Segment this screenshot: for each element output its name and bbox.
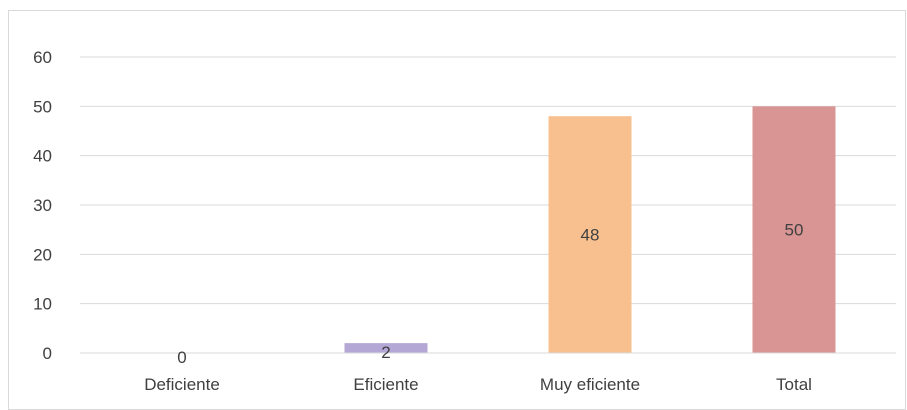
x-tick-label: Muy eficiente	[540, 375, 640, 394]
data-label: 50	[785, 221, 804, 240]
y-tick-label: 0	[43, 344, 52, 363]
bars	[344, 106, 836, 353]
bar-total	[752, 106, 836, 353]
x-tick-label: Eficiente	[353, 375, 418, 394]
x-axis-category-labels: Deficiente Eficiente Muy eficiente Total	[144, 375, 812, 394]
bar-eficiente	[344, 343, 428, 353]
y-tick-label: 20	[33, 245, 52, 264]
data-labels: 0 2 48 50	[177, 221, 803, 367]
bar-muy-eficiente	[548, 116, 632, 353]
data-label: 2	[381, 343, 390, 362]
y-axis-tick-labels: 0 10 20 30 40 50 60	[33, 48, 52, 363]
data-label: 0	[177, 348, 186, 367]
x-tick-label: Deficiente	[144, 375, 220, 394]
data-label: 48	[581, 226, 600, 245]
y-tick-label: 30	[33, 196, 52, 215]
y-tick-label: 10	[33, 295, 52, 314]
x-tick-label: Total	[776, 375, 812, 394]
y-tick-label: 60	[33, 48, 52, 67]
y-tick-label: 50	[33, 97, 52, 116]
y-tick-label: 40	[33, 147, 52, 166]
bar-chart: 0 10 20 30 40 50 60 0 2 48 50 Deficiente Eficiente…	[33, 48, 896, 394]
